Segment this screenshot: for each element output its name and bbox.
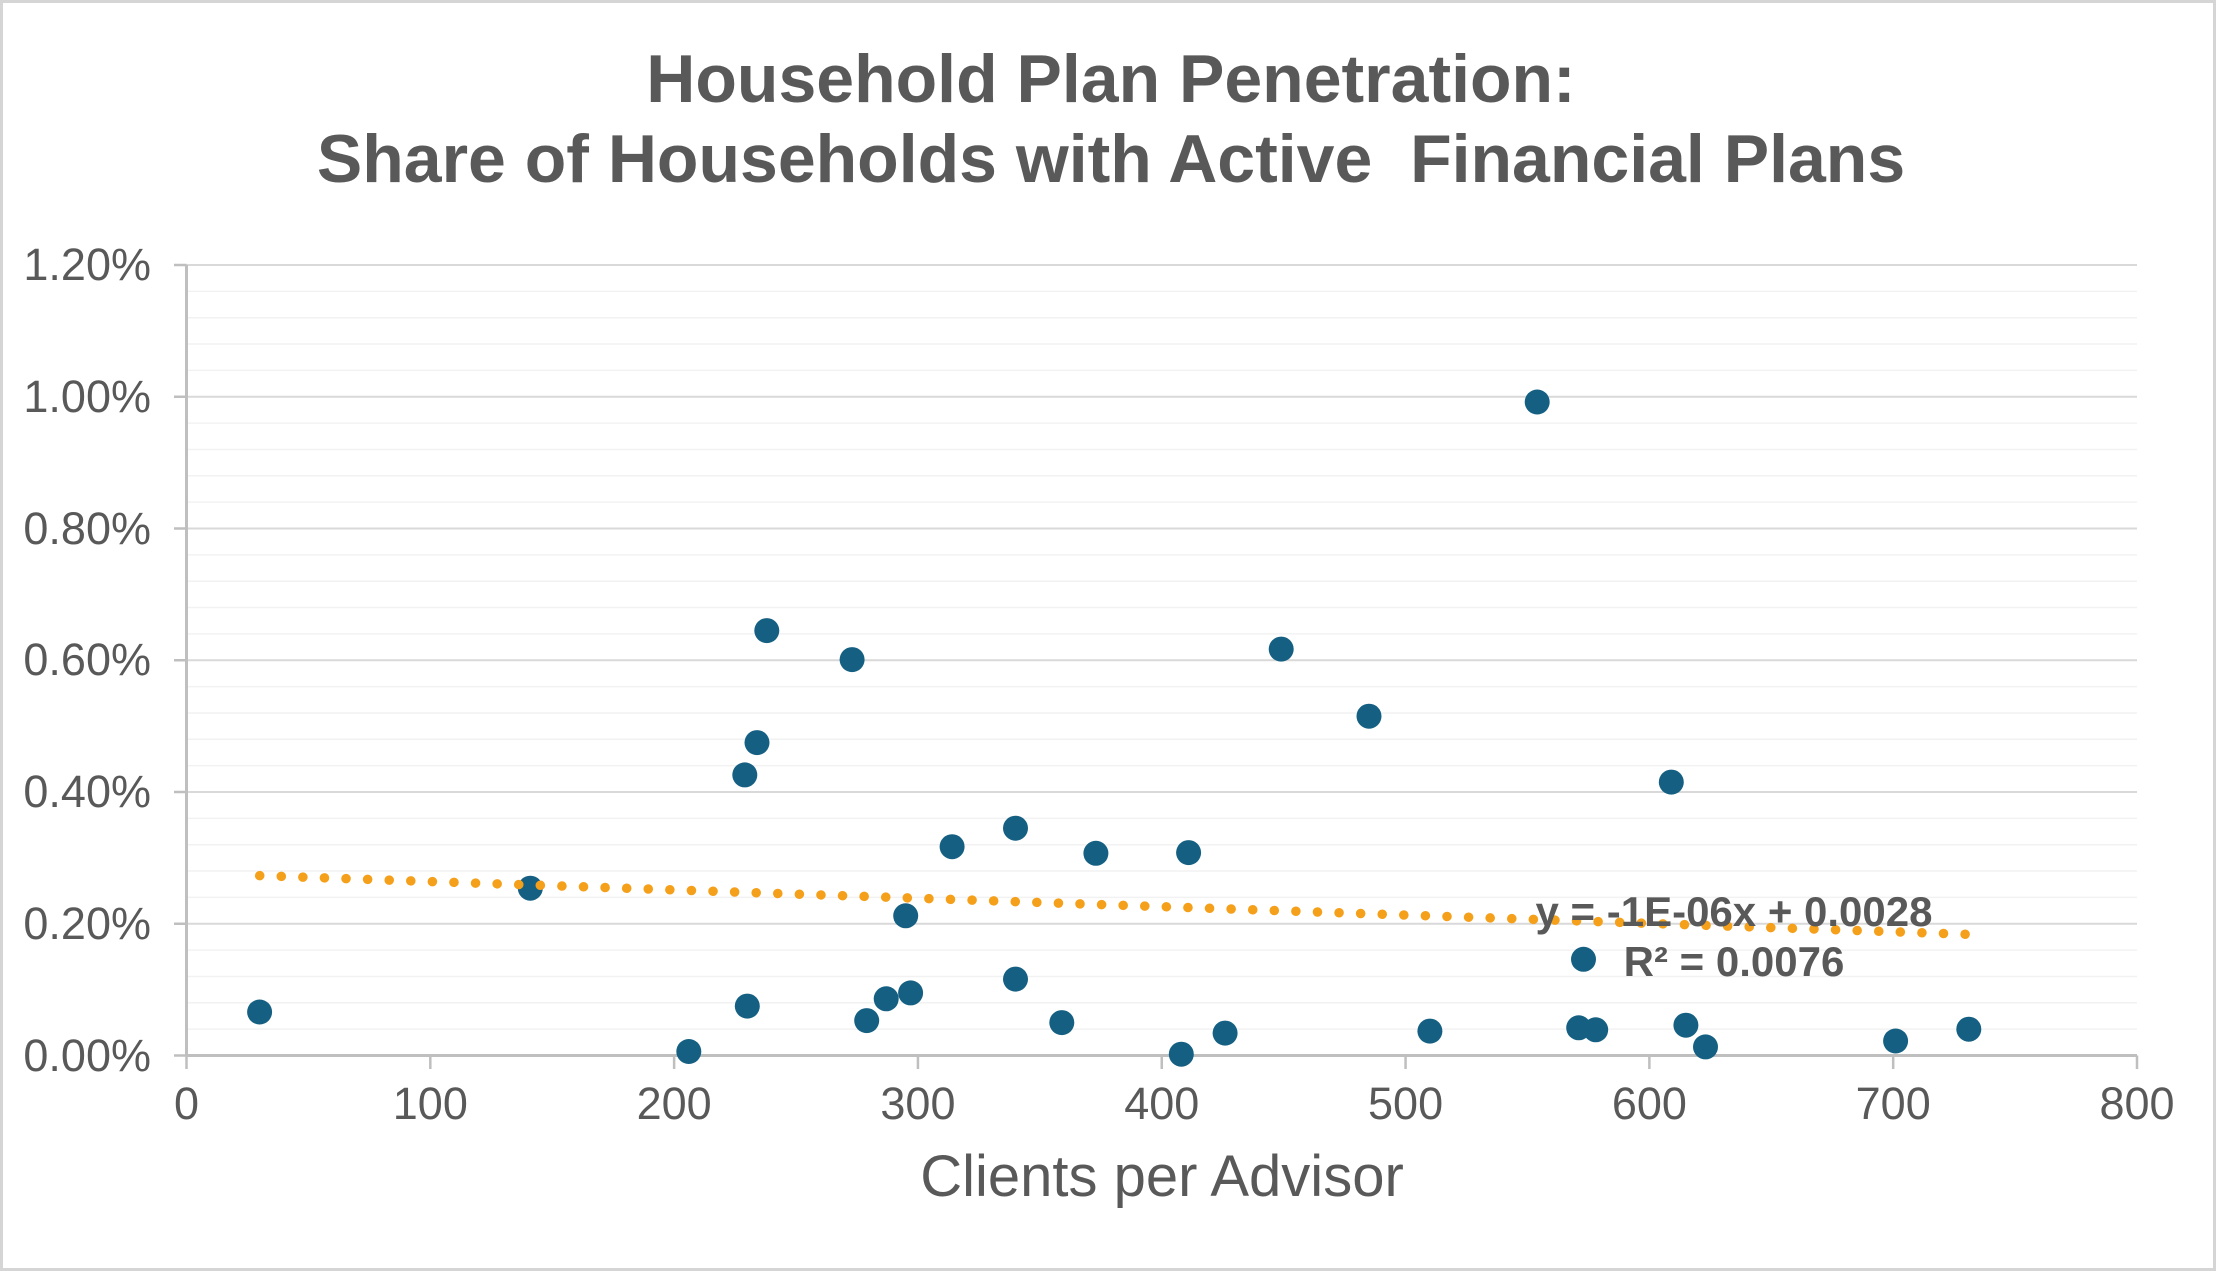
y-tick-label: 0.80%: [23, 502, 151, 554]
scatter-point: [873, 986, 899, 1012]
scatter-point: [893, 903, 919, 929]
scatter-point: [1212, 1020, 1238, 1046]
x-tick-label: 200: [636, 1078, 712, 1129]
scatter-point: [1356, 703, 1382, 729]
scatter-point: [1168, 1041, 1194, 1067]
scatter-point: [732, 762, 758, 788]
scatter-point: [854, 1008, 880, 1034]
scatter-point: [247, 999, 273, 1025]
scatter-point: [1693, 1034, 1718, 1060]
y-tick-label: 0.20%: [23, 897, 151, 949]
y-tick-label: 0.00%: [23, 1029, 151, 1081]
scatter-point: [898, 980, 924, 1006]
trendline-equation-line: y = -1E-06x + 0.0028: [1535, 888, 1933, 935]
scatter-point: [1176, 840, 1202, 866]
y-tick-label: 1.00%: [23, 370, 151, 422]
scatter-point: [1083, 840, 1109, 866]
scatter-point: [1956, 1016, 1982, 1042]
chart-title-line2: Share of Households with Active Financia…: [316, 121, 1906, 197]
x-tick-label: 0: [173, 1078, 200, 1129]
scatter-point: [1571, 946, 1596, 972]
y-tick-label: 0.40%: [23, 766, 151, 817]
scatter-point: [744, 730, 770, 756]
scatter-point: [1268, 636, 1294, 662]
scatter-chart: [174, 263, 2139, 1069]
trendline: [254, 870, 1972, 940]
y-tick-label: 1.20%: [23, 239, 151, 290]
scatter-point: [1673, 1012, 1699, 1038]
x-axis-title: Clients per Advisor: [920, 1144, 1404, 1209]
scatter-point: [1583, 1017, 1609, 1043]
scatter-point: [676, 1039, 702, 1064]
scatter-point: [517, 875, 543, 901]
x-tick-label: 800: [2099, 1078, 2175, 1129]
scatter-point: [734, 993, 760, 1019]
scatter-point: [1049, 1010, 1075, 1036]
scatter-point: [1003, 966, 1028, 992]
x-tick-label: 600: [1611, 1078, 1687, 1129]
scatter-point: [1658, 769, 1684, 795]
x-tick-label: 500: [1368, 1078, 1444, 1129]
x-tick-label: 100: [392, 1078, 468, 1129]
scatter-point: [1003, 815, 1028, 841]
y-tick-label: 0.60%: [23, 634, 151, 686]
trendline-equation: y = -1E-06x + 0.0028 R² = 0.0076: [1536, 887, 1933, 987]
chart-title: Household Plan Penetration: Share of Hou…: [3, 39, 2213, 199]
scatter-point: [1417, 1018, 1443, 1044]
scatter-point: [839, 647, 865, 673]
scatter-point: [754, 618, 780, 644]
trendline-r-squared: R² = 0.0076: [1623, 938, 1845, 985]
x-tick-label: 400: [1124, 1078, 1200, 1129]
x-tick-label: 700: [1855, 1078, 1931, 1129]
chart-title-line1: Household Plan Penetration:: [646, 41, 1576, 117]
scatter-point: [1883, 1028, 1909, 1054]
scatter-point: [1524, 389, 1550, 415]
scatter-point: [939, 834, 965, 860]
x-tick-label: 300: [880, 1078, 956, 1129]
